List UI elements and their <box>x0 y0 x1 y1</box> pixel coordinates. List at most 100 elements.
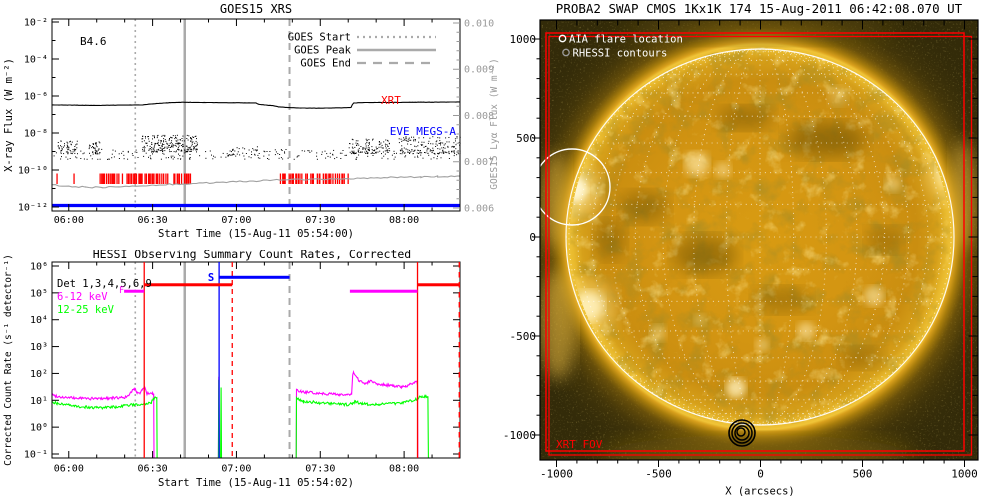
goes-ytick-label: 10⁻⁶ <box>24 92 48 103</box>
hessi-series-12-25-kev-seg3 <box>295 394 429 458</box>
goes-flare-class-label: B4.6 <box>80 35 107 48</box>
sun-ytick-label: 500 <box>516 132 536 145</box>
hessi-flag-bar <box>349 289 418 293</box>
goes-xtick-label: 07:30 <box>305 215 335 226</box>
hessi-y-axis-label: Corrected Count Rate (s⁻¹ detector⁻¹) <box>3 254 14 466</box>
hessi-series-12-25-kev-seg0 <box>51 396 158 458</box>
goes-data-layers <box>51 19 461 211</box>
goes-ytick-label: 10⁻² <box>24 18 48 29</box>
xrt-fov-box-outer <box>548 35 973 456</box>
sun-frame <box>539 19 979 461</box>
goes-xtick-label: 06:00 <box>54 215 84 226</box>
goes-xtick-label: 06:30 <box>138 215 168 226</box>
heliographic-grid <box>566 48 954 426</box>
rhessi-legend-marker-icon <box>562 48 570 57</box>
hessi-xtick-label: 07:30 <box>305 464 335 475</box>
solar-limb-circle <box>565 48 955 426</box>
hessi-legend-detectors: Det 1,3,4,5,6,9 <box>57 278 152 290</box>
hessi-count-rate-plot: HESSI Observing Summary Count Rates, Cor… <box>3 250 461 489</box>
sun-xtick-label: -500 <box>645 468 672 481</box>
hessi-xtick-label: 08:00 <box>389 464 419 475</box>
goes-series-0 <box>52 101 461 109</box>
goes-xrt-series-label: XRT <box>381 94 401 107</box>
sun-legend-aia-label: AIA flare location <box>569 34 683 46</box>
goes-y2tick-label: 0.007 <box>464 157 494 168</box>
sun-xtick-label: 1000 <box>951 468 978 481</box>
hessi-legend: Det 1,3,4,5,6,9 6-12 keV 12-25 keV <box>57 278 152 316</box>
hessi-saa-flag-label: S <box>208 272 214 284</box>
hessi-flag-bar <box>417 283 460 287</box>
goes-y2tick-label: 0.009 <box>464 65 494 76</box>
hessi-xtick-label: 06:30 <box>138 464 168 475</box>
grid-longitude-line <box>568 48 952 426</box>
hessi-ytick-label: 10¹ <box>30 396 48 407</box>
sun-ytick-label: 1000 <box>510 33 537 46</box>
goes-legend-item-end: GOES End <box>300 58 351 70</box>
hessi-flare-flag-label: F <box>119 286 124 296</box>
hessi-flag-bar <box>219 275 290 279</box>
goes-legend: GOES Start GOES Peak GOES End <box>288 32 436 70</box>
hessi-overlay-layers <box>124 262 460 458</box>
sun-xtick-label: -1000 <box>540 468 573 481</box>
goes-xtick-label: 07:00 <box>221 215 251 226</box>
hessi-data-layers <box>51 262 429 458</box>
sun-image: AIA flare location RHESSI contours XRT F… <box>540 20 978 460</box>
aia-flare-location-circle <box>540 148 611 226</box>
sun-legend: AIA flare location RHESSI contours <box>558 34 683 60</box>
aia-flare-legend-marker-icon <box>558 34 567 43</box>
goes-legend-item-peak: GOES Peak <box>294 45 352 57</box>
sun-ytick-label: -500 <box>510 330 537 343</box>
hessi-series-6-12-kev-seg2 <box>295 369 419 458</box>
sun-ytick-label: 0 <box>529 231 536 244</box>
goes-eve-series-label: EVE MEGS-A <box>390 125 457 138</box>
grid-longitude-line <box>591 48 929 426</box>
sun-image-title: PROBA2 SWAP CMOS 1Kx1K 174 15-Aug-2011 0… <box>556 1 963 16</box>
goes-ytick-label: 10⁻¹⁰ <box>18 166 48 177</box>
goes-y2tick-label: 0.010 <box>464 19 494 30</box>
goes-ytick-label: 10⁻⁴ <box>24 55 48 66</box>
sun-axis-ticks <box>533 20 978 467</box>
goes-x-axis-label: Start Time (15-Aug-11 05:54:00) <box>158 228 354 240</box>
hessi-ytick-label: 10³ <box>30 342 48 353</box>
eve-noise-band <box>53 134 461 160</box>
goes-axis-ticks <box>52 19 461 211</box>
proba2-swap-sun-panel: PROBA2 SWAP CMOS 1Kx1K 174 15-Aug-2011 0… <box>503 1 979 498</box>
grid-longitude-line <box>725 48 795 426</box>
hessi-ytick-label: 10⁶ <box>30 262 48 273</box>
hessi-ytick-label: 10⁴ <box>30 315 48 326</box>
hessi-flag-bar <box>124 289 145 293</box>
goes-ytick-label: 10⁻¹² <box>18 203 48 214</box>
goes-y2-axis-label: GOES15 Lyα Flux (W m⁻²) <box>489 58 500 190</box>
xrt-fov-box <box>545 32 965 452</box>
goes-legend-item-start: GOES Start <box>288 32 351 44</box>
hessi-x-axis-label: Start Time (15-Aug-11 05:54:02) <box>158 477 354 489</box>
hessi-series-6-12-kev-seg0 <box>51 385 155 458</box>
grid-longitude-line <box>693 48 827 426</box>
hessi-ytick-label: 10⁰ <box>30 423 48 434</box>
sun-xtick-label: 0 <box>757 468 764 481</box>
goes-y2tick-label: 0.006 <box>464 204 494 215</box>
sun-xtick-label: 500 <box>853 468 873 481</box>
xrt-fov-label: XRT FOV <box>556 438 603 451</box>
hessi-series-12-25-kev-seg2 <box>220 387 223 458</box>
hessi-title: HESSI Observing Summary Count Rates, Cor… <box>93 250 412 261</box>
hessi-xtick-label: 06:00 <box>54 464 84 475</box>
sun-x-axis-label: X (arcsecs) <box>725 486 795 498</box>
rhessi-contours <box>728 419 756 447</box>
hessi-plot-frame <box>51 261 461 459</box>
goes-xtick-label: 08:00 <box>389 215 419 226</box>
sun-legend-rhessi-label: RHESSI contours <box>573 48 668 60</box>
goes-title: GOES15 XRS <box>220 2 292 16</box>
hessi-ytick-label: 10⁵ <box>30 288 48 299</box>
hessi-flag-bar <box>144 283 233 287</box>
goes-ytick-label: 10⁻⁸ <box>24 129 48 140</box>
sun-ytick-label: -1000 <box>503 429 536 442</box>
hessi-xtick-label: 07:00 <box>221 464 251 475</box>
goes-series-1 <box>51 175 461 189</box>
goes-y-axis-label: X-ray Flux (W m⁻²) <box>3 58 15 172</box>
hessi-ytick-label: 10² <box>30 369 48 380</box>
hessi-ytick-label: 10⁻¹ <box>24 450 48 461</box>
goes-xrs-plot: GOES15 XRS B4.6 X-ray Flux (W m⁻²) GOES1… <box>3 2 500 240</box>
hessi-legend-12-25kev: 12-25 keV <box>57 304 115 316</box>
